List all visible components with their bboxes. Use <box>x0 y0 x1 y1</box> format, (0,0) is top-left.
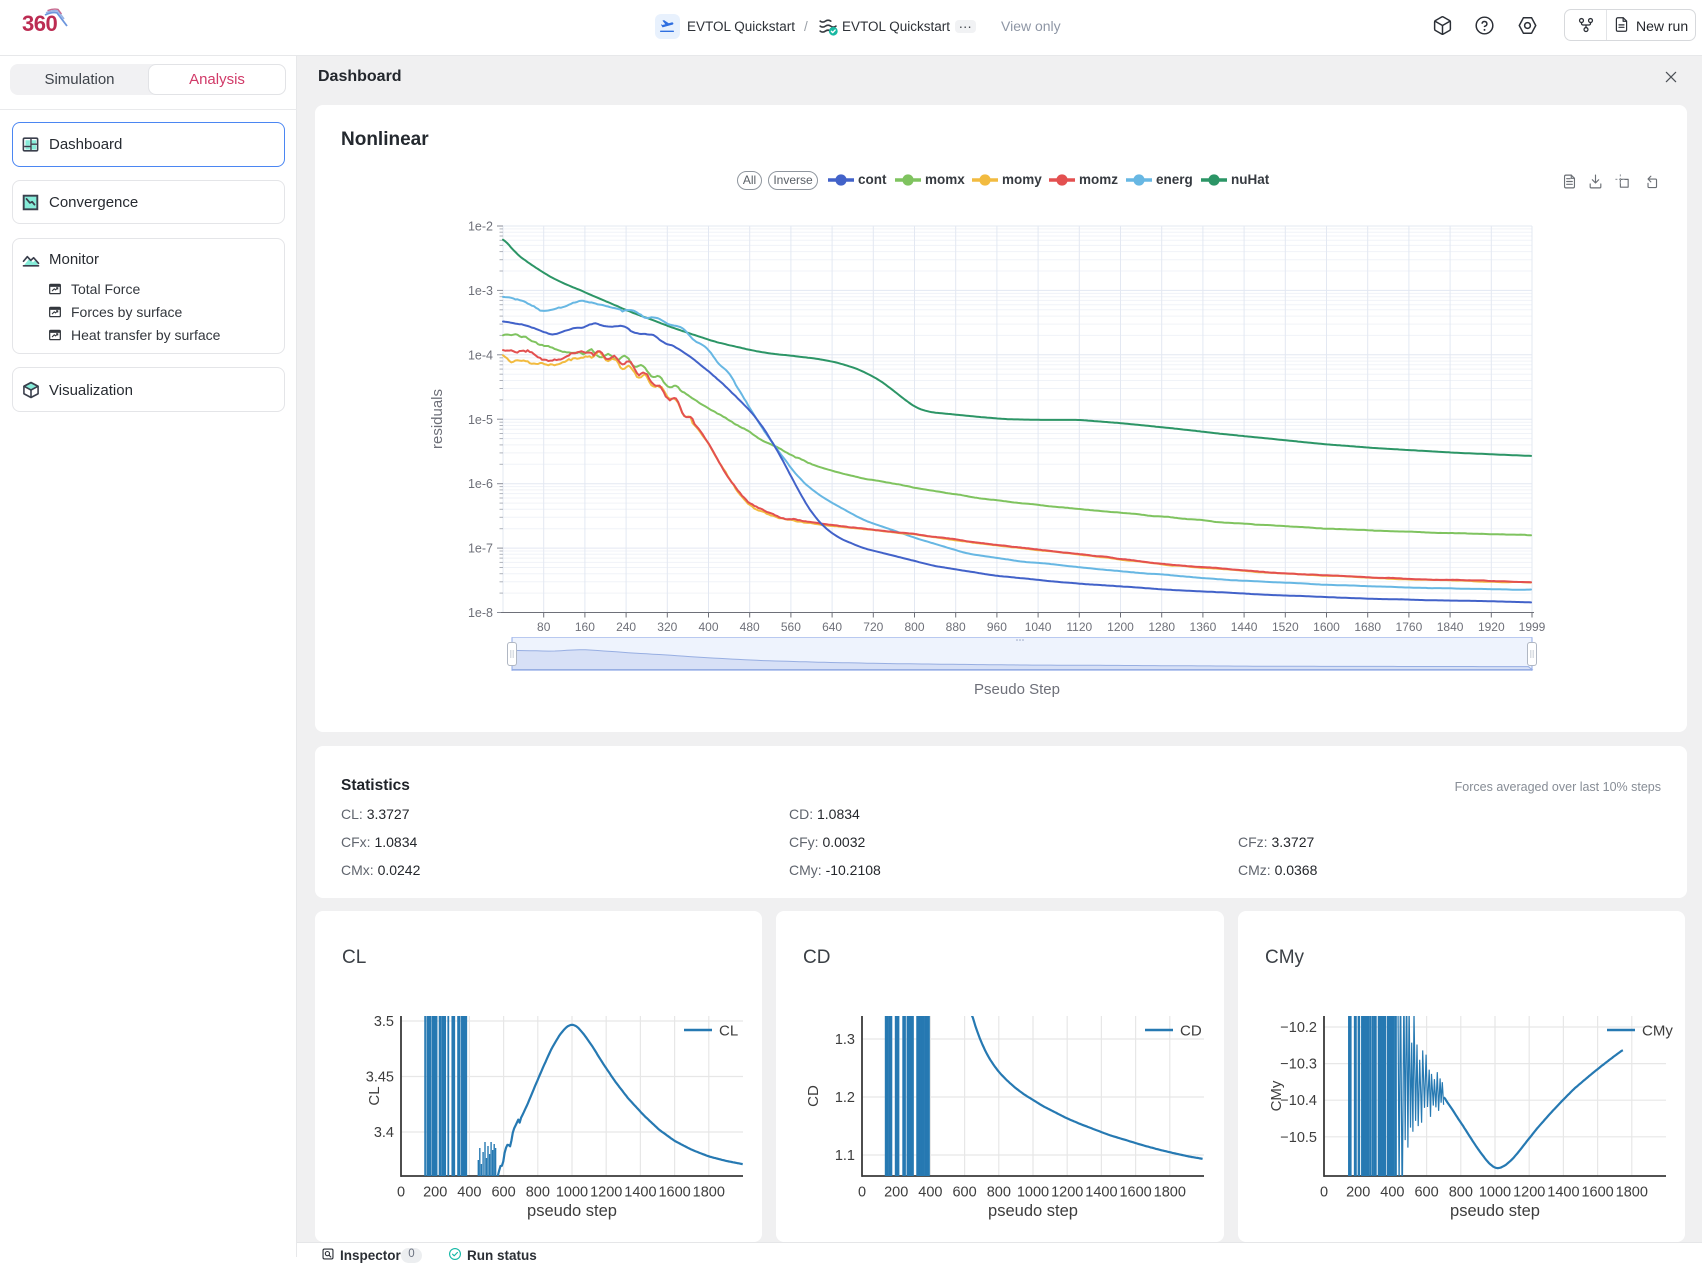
svg-text:640: 640 <box>822 620 842 634</box>
svg-text:880: 880 <box>946 620 966 634</box>
svg-text:1e-7: 1e-7 <box>468 542 493 556</box>
svg-text:CMy: CMy <box>1268 1080 1285 1111</box>
svg-text:800: 800 <box>1449 1185 1473 1201</box>
svg-text:1040: 1040 <box>1025 620 1052 634</box>
svg-text:3.4: 3.4 <box>374 1125 394 1141</box>
svg-text:320: 320 <box>657 620 677 634</box>
svg-text:1120: 1120 <box>1066 620 1092 634</box>
svg-text:1400: 1400 <box>624 1185 656 1201</box>
svg-text:1000: 1000 <box>1479 1185 1511 1201</box>
svg-text:600: 600 <box>491 1185 515 1201</box>
svg-text:80: 80 <box>537 620 551 634</box>
svg-text:1440: 1440 <box>1231 620 1258 634</box>
svg-text:400: 400 <box>457 1185 481 1201</box>
svg-text:1200: 1200 <box>1051 1185 1083 1201</box>
svg-text:160: 160 <box>575 620 595 634</box>
svg-text:1000: 1000 <box>1017 1185 1049 1201</box>
svg-text:CD: CD <box>805 1085 822 1107</box>
svg-text:1840: 1840 <box>1437 620 1464 634</box>
svg-text:1999: 1999 <box>1519 620 1546 634</box>
svg-text:1800: 1800 <box>1154 1185 1186 1201</box>
svg-text:1600: 1600 <box>1313 620 1340 634</box>
svg-text:CD: CD <box>1180 1023 1202 1040</box>
svg-text:1920: 1920 <box>1478 620 1505 634</box>
svg-text:−10.5: −10.5 <box>1280 1130 1317 1146</box>
svg-text:1600: 1600 <box>1581 1185 1613 1201</box>
svg-text:960: 960 <box>987 620 1007 634</box>
svg-text:1e-8: 1e-8 <box>468 606 493 620</box>
svg-text:3.45: 3.45 <box>366 1070 394 1086</box>
svg-text:−10.3: −10.3 <box>1280 1057 1317 1073</box>
svg-text:1400: 1400 <box>1547 1185 1579 1201</box>
svg-text:CMy: CMy <box>1642 1023 1673 1040</box>
svg-text:pseudo step: pseudo step <box>527 1202 617 1220</box>
svg-text:1e-6: 1e-6 <box>468 477 493 491</box>
svg-text:−10.2: −10.2 <box>1280 1020 1317 1036</box>
svg-text:720: 720 <box>863 620 883 634</box>
svg-text:560: 560 <box>781 620 801 634</box>
svg-text:600: 600 <box>1414 1185 1438 1201</box>
svg-text:1680: 1680 <box>1354 620 1381 634</box>
svg-text:1800: 1800 <box>1616 1185 1648 1201</box>
svg-text:400: 400 <box>918 1185 942 1201</box>
svg-text:1800: 1800 <box>693 1185 725 1201</box>
svg-text:1600: 1600 <box>658 1185 690 1201</box>
svg-text:1520: 1520 <box>1272 620 1299 634</box>
svg-text:residuals: residuals <box>429 389 446 449</box>
svg-text:1200: 1200 <box>1107 620 1134 634</box>
svg-text:1.3: 1.3 <box>835 1032 855 1048</box>
svg-text:480: 480 <box>740 620 760 634</box>
svg-text:pseudo step: pseudo step <box>1450 1202 1540 1220</box>
svg-text:CL: CL <box>366 1086 383 1105</box>
svg-text:1280: 1280 <box>1148 620 1175 634</box>
svg-text:CL: CL <box>719 1023 738 1040</box>
svg-text:400: 400 <box>698 620 718 634</box>
svg-text:1e-2: 1e-2 <box>468 220 493 234</box>
svg-text:1.2: 1.2 <box>835 1090 855 1106</box>
svg-text:800: 800 <box>987 1185 1011 1201</box>
svg-text:600: 600 <box>952 1185 976 1201</box>
svg-text:400: 400 <box>1380 1185 1404 1201</box>
svg-text:240: 240 <box>616 620 636 634</box>
svg-text:1000: 1000 <box>556 1185 588 1201</box>
svg-text:1200: 1200 <box>590 1185 622 1201</box>
svg-text:Pseudo Step: Pseudo Step <box>974 681 1060 698</box>
svg-text:1600: 1600 <box>1119 1185 1151 1201</box>
svg-text:1360: 1360 <box>1190 620 1217 634</box>
svg-text:800: 800 <box>526 1185 550 1201</box>
svg-text:0: 0 <box>1320 1185 1328 1201</box>
svg-text:800: 800 <box>904 620 924 634</box>
svg-text:0: 0 <box>397 1185 405 1201</box>
svg-text:1400: 1400 <box>1085 1185 1117 1201</box>
svg-text:200: 200 <box>884 1185 908 1201</box>
svg-text:1200: 1200 <box>1513 1185 1545 1201</box>
svg-text:−10.4: −10.4 <box>1280 1093 1317 1109</box>
svg-text:1.1: 1.1 <box>835 1148 855 1164</box>
svg-text:3.5: 3.5 <box>374 1014 394 1030</box>
svg-text:1e-5: 1e-5 <box>468 413 493 427</box>
svg-text:0: 0 <box>858 1185 866 1201</box>
svg-text:1760: 1760 <box>1396 620 1423 634</box>
svg-text:pseudo step: pseudo step <box>988 1202 1078 1220</box>
svg-text:200: 200 <box>423 1185 447 1201</box>
svg-text:1e-3: 1e-3 <box>468 284 493 298</box>
svg-text:200: 200 <box>1346 1185 1370 1201</box>
svg-text:1e-4: 1e-4 <box>468 348 493 362</box>
